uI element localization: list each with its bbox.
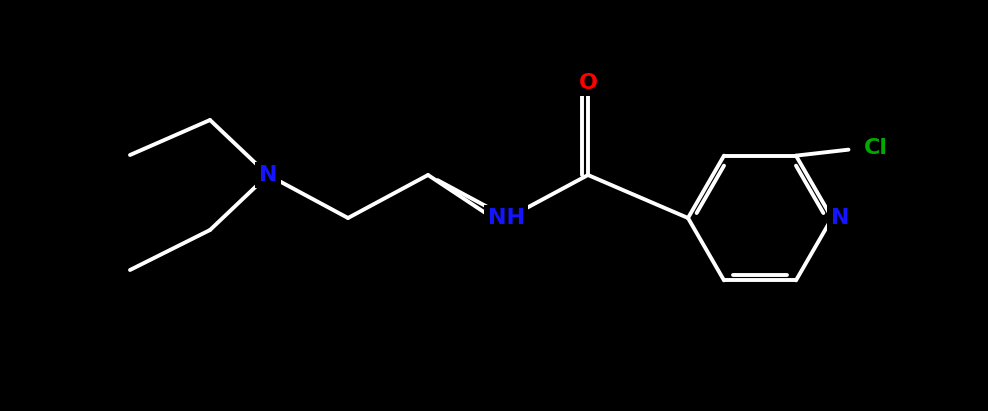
Text: NH: NH: [487, 208, 525, 228]
Text: N: N: [831, 208, 850, 228]
Text: O: O: [579, 73, 598, 93]
Text: N: N: [259, 165, 278, 185]
Text: Cl: Cl: [864, 138, 888, 158]
